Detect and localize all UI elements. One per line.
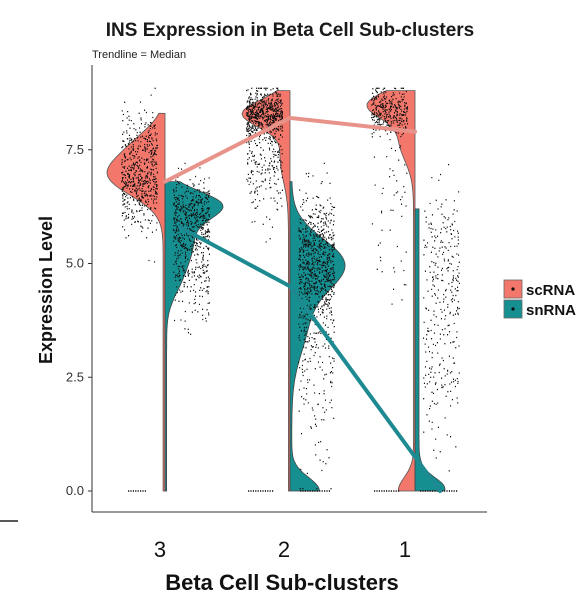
y-tick-label: 7.5 [66, 142, 84, 157]
y-axis-label: Expression Level [36, 216, 56, 364]
y-tick-label: 2.5 [66, 369, 84, 384]
chart-title: INS Expression in Beta Cell Sub-clusters [106, 20, 475, 41]
violin-snrna-1 [414, 208, 446, 492]
trendline-scrna [163, 115, 417, 184]
median-trendlines [163, 115, 442, 493]
y-tick-label: 0.0 [66, 483, 84, 498]
points-scrna [121, 87, 409, 305]
legend-label-snrna: snRNA [526, 302, 576, 319]
y-tick-label: 5.0 [66, 256, 84, 271]
y-axis: 0.0 2.5 5.0 7.5 [66, 142, 92, 498]
legend: scRNA snRNA [503, 279, 576, 319]
violin-scrna-1 [366, 90, 416, 492]
legend-dot [511, 287, 515, 291]
x-tick-label-1: 1 [399, 537, 411, 562]
chart-subtitle: Trendline = Median [92, 49, 186, 61]
violin-scrna-3 [106, 112, 166, 492]
violin-scrna-2 [241, 90, 291, 492]
violin-snrna-2 [289, 181, 346, 492]
trendline-snrna [178, 225, 442, 493]
violin-snrna-3 [164, 181, 224, 492]
plot-area [91, 65, 487, 513]
x-tick-label-3: 3 [154, 537, 166, 562]
legend-dot [511, 307, 515, 311]
legend-label-scrna: scRNA [526, 282, 575, 299]
x-axis-label: Beta Cell Sub-clusters [165, 570, 399, 595]
x-axis: 3 2 1 [154, 537, 411, 562]
x-tick-label-2: 2 [278, 537, 290, 562]
